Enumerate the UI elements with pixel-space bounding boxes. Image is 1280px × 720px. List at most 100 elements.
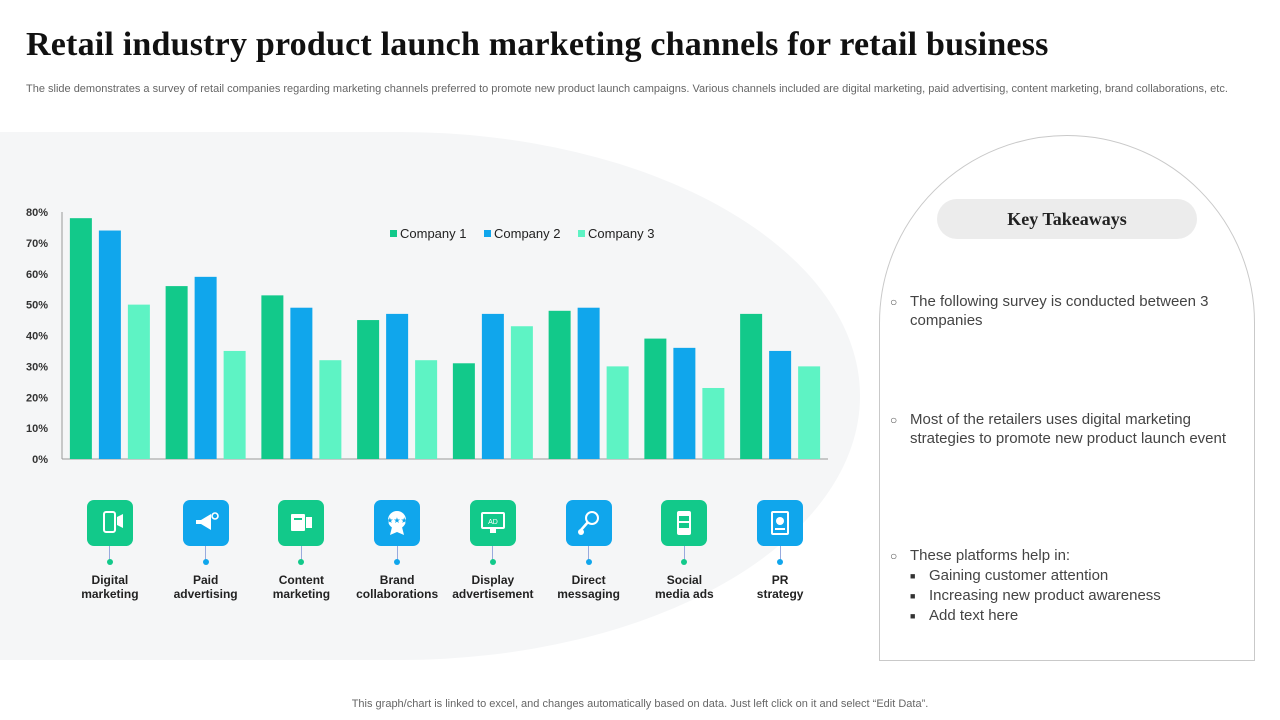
bar [740, 313, 763, 459]
channel-label: Content marketing [272, 573, 331, 601]
channel-item: Content marketing [241, 500, 361, 601]
y-tick-label: 10% [26, 423, 48, 435]
bar [673, 347, 696, 459]
page-subtitle: The slide demonstrates a survey of retai… [26, 83, 1228, 95]
bar [223, 350, 246, 459]
channel-item: PR strategy [720, 500, 840, 601]
connector-dot [489, 559, 496, 565]
y-axis: 0% 10% 20% 30% 40% 50% 60% 70% 80% [26, 207, 828, 466]
bar [386, 313, 409, 459]
page-title: Retail industry product launch marketing… [26, 26, 1049, 63]
channel-label: Direct messaging [557, 573, 620, 601]
social-phone-icon [661, 500, 708, 546]
legend-swatch [390, 230, 397, 237]
connector-line [588, 546, 590, 562]
key-takeaways-panel: Key Takeaways ○ The following survey is … [879, 135, 1255, 661]
takeaway-subitem: ■ Add text here [910, 607, 1019, 624]
channel-label: PR strategy [756, 573, 804, 601]
badge-icon: ★★★ [374, 500, 421, 546]
connector-line [205, 546, 207, 562]
takeaway-subitem: ■ Increasing new product awareness [910, 587, 1161, 604]
connector-dot [202, 559, 209, 565]
legend-label: Company 1 [400, 226, 466, 241]
y-tick-label: 30% [26, 361, 48, 373]
legend-label: Company 2 [494, 226, 560, 241]
megaphone-icon [182, 500, 229, 546]
channel-icon-row: Digital marketing Paid advertising Content… [0, 500, 860, 620]
bar [577, 307, 600, 459]
bar [702, 387, 725, 459]
bar [357, 320, 380, 459]
y-tick-label: 0% [32, 454, 48, 466]
connector-line [683, 546, 685, 562]
mobile-marketing-icon [86, 500, 133, 546]
channel-item: Social media ads [624, 500, 744, 601]
y-tick-label: 80% [26, 207, 48, 219]
bar-series-group [69, 218, 821, 459]
bar [606, 366, 629, 459]
channel-label: Brand collaborations [356, 573, 439, 601]
legend-swatch [578, 230, 585, 237]
y-tick-label: 40% [26, 331, 48, 343]
monitor-ad-icon: AD [469, 500, 516, 546]
svg-text:AD: AD [488, 519, 498, 526]
channel-label: Social media ads [655, 573, 714, 601]
y-tick-label: 70% [26, 238, 48, 250]
bar [127, 304, 150, 459]
connector-dot [298, 559, 305, 565]
connector-line [779, 546, 781, 562]
bar [510, 326, 533, 459]
bullet-square-icon: ■ [910, 571, 916, 581]
bar [481, 313, 504, 459]
footer-note: This graph/chart is linked to excel, and… [351, 698, 929, 710]
bar [319, 360, 342, 459]
chart-legend: Company 1 Company 2 Company 3 [390, 226, 654, 241]
bar [415, 360, 438, 459]
takeaway-item: ○ Most of the retailers uses digital mar… [890, 411, 1227, 447]
bullet-circle-icon: ○ [890, 413, 898, 427]
channel-item: Direct messaging [529, 500, 649, 601]
bar [261, 295, 284, 459]
bar [644, 338, 667, 459]
connector-dot [681, 559, 688, 565]
channel-item: ★★★ Brand collaborations [337, 500, 457, 601]
bar [69, 218, 92, 459]
connector-line [492, 546, 494, 562]
bar-chart: 0%10%20%30%40%50%60%70%80% Company 1 Comp… [26, 207, 828, 466]
channel-label: Digital marketing [81, 573, 139, 601]
bullet-circle-icon: ○ [890, 549, 898, 563]
legend-swatch [484, 230, 491, 237]
bullet-square-icon: ■ [910, 591, 916, 601]
bar [165, 286, 188, 459]
connector-line [300, 546, 302, 562]
y-tick-label: 60% [26, 269, 48, 281]
legend-label: Company 3 [588, 226, 654, 241]
bar [290, 307, 313, 459]
bar [548, 310, 571, 459]
channel-label: Paid advertising [173, 573, 238, 601]
connector-dot [585, 559, 592, 565]
document-icon [757, 500, 804, 546]
channel-item: Digital marketing [50, 500, 170, 601]
connector-line [109, 546, 111, 562]
connector-dot [394, 559, 401, 565]
connector-line [396, 546, 398, 562]
bar [798, 366, 821, 459]
search-message-icon [565, 500, 612, 546]
connector-dot [106, 559, 113, 565]
bullet-circle-icon: ○ [890, 295, 898, 309]
channel-item: Paid advertising [146, 500, 266, 601]
channel-label: Display advertisement [452, 573, 534, 601]
connector-dot [777, 559, 784, 565]
y-tick-label: 50% [26, 300, 48, 312]
y-tick-label: 20% [26, 392, 48, 404]
bullet-square-icon: ■ [910, 611, 916, 621]
bar [452, 363, 475, 459]
svg-text:★★★: ★★★ [386, 516, 408, 525]
channel-item: AD Display advertisement [433, 500, 553, 601]
takeaway-item: ○ The following survey is conducted betw… [890, 293, 1209, 329]
content-icon [278, 500, 325, 546]
bar [98, 230, 121, 459]
takeaway-subitem: ■ Gaining customer attention [910, 567, 1109, 584]
bar [194, 276, 217, 459]
